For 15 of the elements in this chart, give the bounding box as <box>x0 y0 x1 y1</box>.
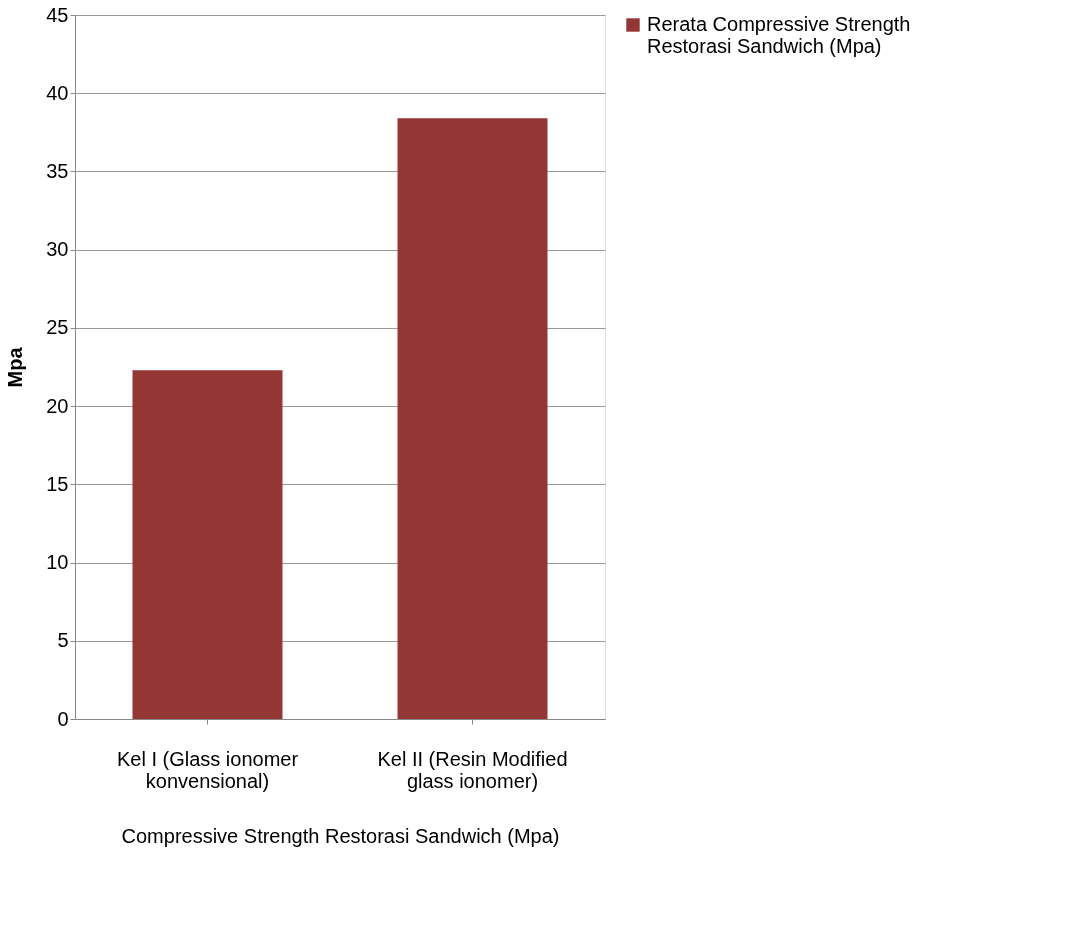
y-tick-label: 20 <box>46 394 69 417</box>
y-tick-label: 45 <box>46 3 69 26</box>
y-tick-label: 25 <box>46 316 69 339</box>
x-tick-label: Kel II (Resin Modified glass ionomer) <box>377 747 568 792</box>
y-axis-title: Mpa <box>4 346 27 388</box>
y-tick-label: 30 <box>46 238 69 261</box>
legend-label: Rerata Compressive Strength Restorasi Sandwich (Mpa) <box>647 13 911 57</box>
y-tick-label: 5 <box>57 629 69 652</box>
y-tick-label: 0 <box>57 707 69 730</box>
y-tick-label: 40 <box>46 81 69 104</box>
x-axis-title: Compressive Strength Restorasi Sandwich (Mpa) <box>121 824 560 847</box>
y-tick-label: 15 <box>46 472 69 495</box>
x-tick-label: Kel I (Glass ionomer konvensional) <box>116 747 299 792</box>
y-tick-label: 35 <box>46 159 69 182</box>
y-tick-label: 10 <box>46 551 69 574</box>
